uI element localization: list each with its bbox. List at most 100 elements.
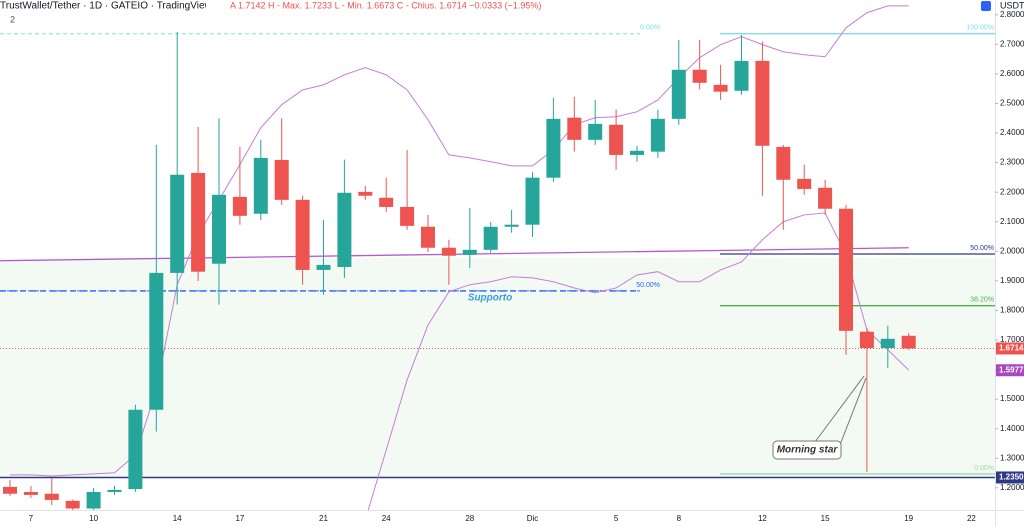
callout-text: Morning star xyxy=(777,445,839,456)
candle-body xyxy=(44,493,59,500)
candle-body xyxy=(379,197,394,207)
band-line xyxy=(367,212,910,510)
fib-label: 100.00% xyxy=(966,25,994,32)
x-tick-label: 7 xyxy=(29,514,34,523)
x-tick-label: 15 xyxy=(821,514,830,523)
candle-body xyxy=(546,118,561,178)
candle-body xyxy=(274,159,289,200)
candle-body xyxy=(23,491,38,495)
ohlc: A 1.7142 H - Max. 1.7233 L - Min. 1.6673… xyxy=(230,0,541,10)
y-tick-label: 1.8000 xyxy=(1000,306,1024,315)
y-tick-label: 1.7000 xyxy=(1000,335,1024,344)
candle-body xyxy=(337,192,352,267)
candle-body xyxy=(755,60,770,146)
candle-body xyxy=(588,123,603,140)
candle-body xyxy=(567,117,582,140)
candle-body xyxy=(295,199,310,270)
y-tick-label: 2.1000 xyxy=(1000,217,1024,226)
candle-body xyxy=(692,69,707,83)
x-tick-label: 17 xyxy=(235,514,244,523)
candle-body xyxy=(128,409,143,490)
y-tick-label: 2.5000 xyxy=(1000,99,1024,108)
candle-body xyxy=(86,491,101,509)
candle-body xyxy=(734,60,749,91)
y-tick-label: 1.9000 xyxy=(1000,276,1024,285)
y-tick-label: 1.3000 xyxy=(1000,453,1024,462)
price-tag xyxy=(996,471,1024,484)
price-tag-label: 1.2350 xyxy=(999,473,1024,482)
price-tag xyxy=(996,364,1024,377)
fib-label: 50.00% xyxy=(970,245,994,252)
candle-body xyxy=(713,84,728,92)
candle-body xyxy=(880,338,895,348)
y-tick-label: 2.0000 xyxy=(1000,246,1024,255)
y-tick-label: 1.2000 xyxy=(1000,483,1024,492)
candle-body xyxy=(462,249,477,255)
axes: 1.20001.30001.40001.50001.60001.70001.80… xyxy=(29,10,1024,523)
price-tag xyxy=(996,342,1024,355)
candle-body xyxy=(149,272,164,410)
callout-box xyxy=(772,440,842,460)
candle-body xyxy=(212,194,226,264)
x-tick-label: 14 xyxy=(173,514,182,523)
x-tick-label: 24 xyxy=(382,514,391,523)
candle-body xyxy=(421,226,435,248)
symbol: TrustWallet/Tether · 1D · GATEIO · Tradi… xyxy=(0,1,213,12)
y-tick-label: 2.4000 xyxy=(1000,128,1024,137)
x-tick-label: 5 xyxy=(614,514,619,523)
x-tick-label: 21 xyxy=(319,514,328,523)
fib-label: 0.00% xyxy=(974,465,994,472)
icon-eye[interactable] xyxy=(206,0,220,12)
candle-body xyxy=(525,177,540,225)
candle-body xyxy=(358,191,373,196)
y-tick-label: 2.7000 xyxy=(1000,39,1024,48)
candle-body xyxy=(191,172,206,272)
price-tag-label: 1.6714 xyxy=(999,344,1024,353)
x-tick-label: 8 xyxy=(677,514,682,523)
candle-body xyxy=(630,150,644,155)
y-tick-label: 2.3000 xyxy=(1000,158,1024,167)
candle-body xyxy=(609,124,624,155)
candle-body xyxy=(400,206,415,226)
candle-body xyxy=(441,247,456,256)
callout-pointer xyxy=(837,377,867,451)
candle-body xyxy=(170,174,185,273)
candle-body xyxy=(504,224,519,227)
y-tick-label: 1.5000 xyxy=(1000,394,1024,403)
candle-body xyxy=(253,157,268,214)
x-tick-label: 10 xyxy=(89,514,98,523)
x-tick-label: 22 xyxy=(967,514,976,523)
y-tick-label: 1.4000 xyxy=(1000,424,1024,433)
candle-body xyxy=(901,335,916,349)
y-tick-label: 2.8000 xyxy=(1000,10,1024,19)
indicator-count[interactable]: 2 xyxy=(10,14,15,24)
support-label: Supporto xyxy=(468,293,512,304)
x-tick-label: 12 xyxy=(758,514,767,523)
currency[interactable]: USDT xyxy=(1000,0,1024,10)
candle-body xyxy=(797,178,812,189)
plot-area: Supporto 0.00% 50.00% 100.00% 50.00% 38.20% 0.… xyxy=(0,5,995,510)
price-tag-label: 1.5977 xyxy=(999,365,1024,374)
x-tick-label: 28 xyxy=(465,514,474,523)
x-tick-label: Dic xyxy=(527,514,539,523)
callout-pointer xyxy=(814,375,865,443)
candle-body xyxy=(776,146,791,180)
candle-body xyxy=(232,196,247,216)
candle-body xyxy=(650,118,665,152)
currency-icon[interactable] xyxy=(981,1,991,11)
candle-body xyxy=(107,489,122,492)
y-tick-label: 2.6000 xyxy=(1000,69,1024,78)
candle-body xyxy=(859,331,874,348)
candle-body xyxy=(316,264,331,270)
y-tick-label: 2.2000 xyxy=(1000,187,1024,196)
x-tick-label: 19 xyxy=(904,514,913,523)
candle-body xyxy=(483,226,498,250)
fib-label: 0.00% xyxy=(640,25,660,32)
fib-label: 38.20% xyxy=(970,297,994,304)
candle-body xyxy=(671,69,686,119)
candle-body xyxy=(839,208,853,331)
fib-label: 50.00% xyxy=(636,282,660,289)
candle-body xyxy=(3,486,17,494)
candle-body xyxy=(65,500,80,509)
